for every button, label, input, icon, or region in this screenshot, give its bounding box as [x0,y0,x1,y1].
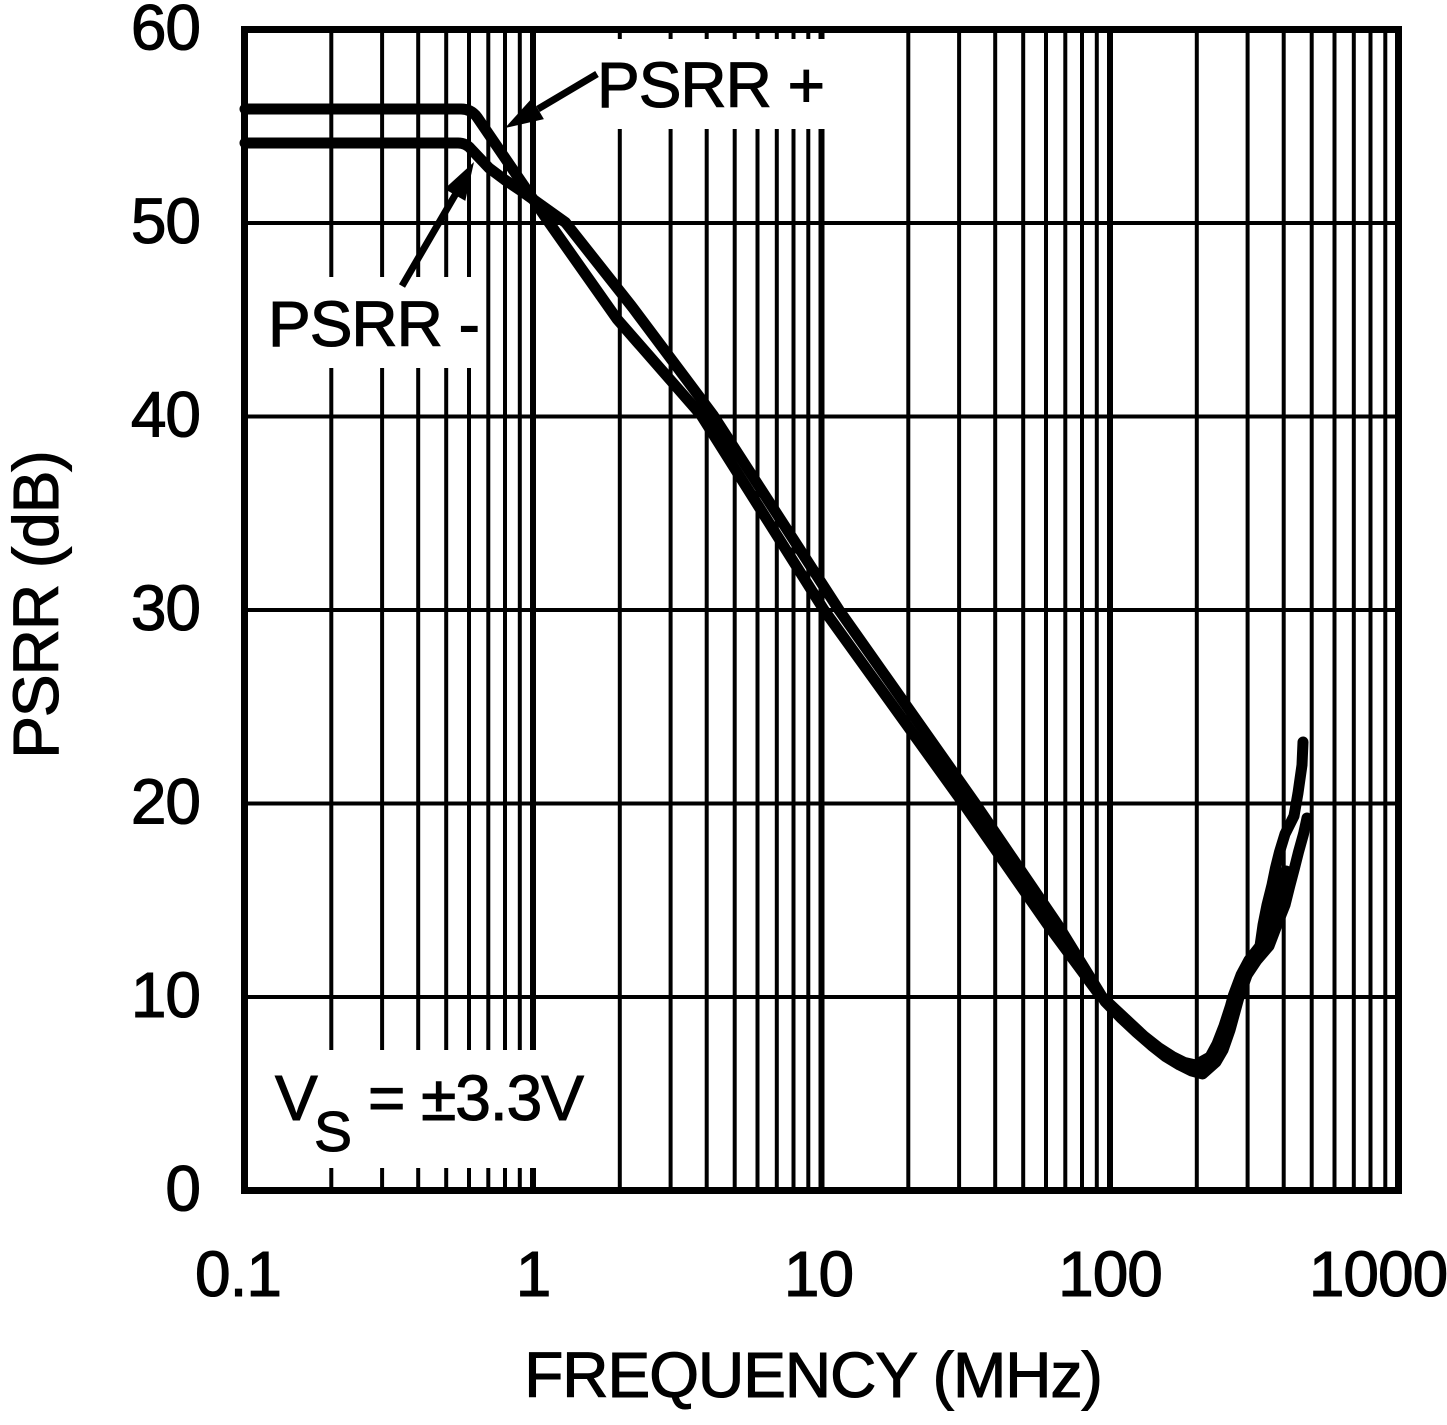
svg-text:PSRR +: PSRR + [597,49,824,121]
svg-text:10: 10 [131,959,200,1031]
svg-text:= ±3.3V: = ±3.3V [368,1062,584,1134]
svg-text:FREQUENCY (MHz): FREQUENCY (MHz) [524,1339,1102,1411]
svg-text:60: 60 [131,0,200,64]
svg-text:30: 30 [131,572,200,644]
svg-text:1000: 1000 [1309,1238,1447,1310]
svg-text:PSRR -: PSRR - [268,288,479,360]
svg-text:V: V [275,1062,318,1134]
svg-text:20: 20 [131,766,200,838]
svg-text:0.1: 0.1 [195,1238,281,1310]
svg-text:10: 10 [784,1238,853,1310]
svg-text:1: 1 [516,1238,551,1310]
svg-text:S: S [314,1100,351,1164]
svg-text:50: 50 [131,185,200,257]
svg-text:PSRR (dB): PSRR (dB) [0,451,72,759]
svg-text:40: 40 [131,379,200,451]
svg-text:100: 100 [1058,1238,1162,1310]
svg-text:0: 0 [165,1153,200,1225]
